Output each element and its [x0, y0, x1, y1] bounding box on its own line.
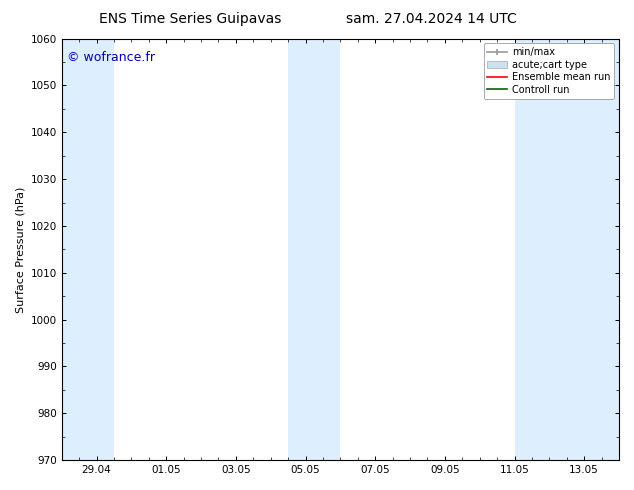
Text: ENS Time Series Guipavas: ENS Time Series Guipavas — [99, 12, 281, 26]
Bar — [288, 39, 340, 460]
Text: © wofrance.fr: © wofrance.fr — [67, 51, 155, 64]
Text: sam. 27.04.2024 14 UTC: sam. 27.04.2024 14 UTC — [346, 12, 517, 26]
Bar — [61, 39, 114, 460]
Legend: min/max, acute;cart type, Ensemble mean run, Controll run: min/max, acute;cart type, Ensemble mean … — [484, 44, 614, 98]
Bar — [515, 39, 619, 460]
Y-axis label: Surface Pressure (hPa): Surface Pressure (hPa) — [15, 186, 25, 313]
